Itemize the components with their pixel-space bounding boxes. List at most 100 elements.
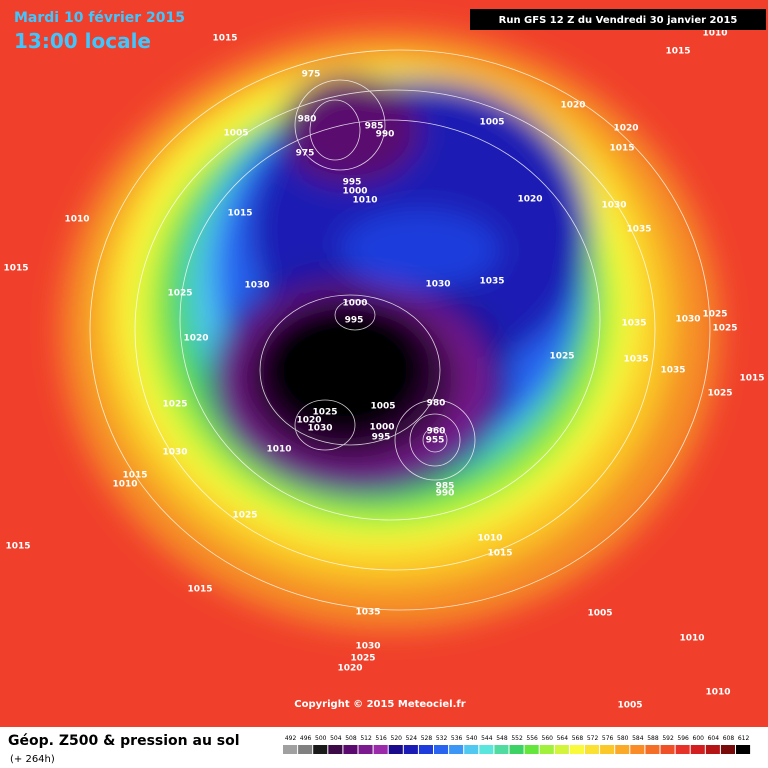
scale-swatch xyxy=(358,745,373,754)
pressure-label: 1030 xyxy=(244,281,269,291)
pressure-label: 1015 xyxy=(227,209,252,219)
pressure-label: 1035 xyxy=(623,355,648,365)
pressure-labels: 1015 101010159759809859901005102010201015… xyxy=(3,29,764,711)
scale-label: 500 xyxy=(315,735,327,742)
scale-label: 608 xyxy=(723,735,735,742)
pressure-label: 1010 xyxy=(352,196,377,206)
scale-label: 572 xyxy=(587,735,599,742)
pressure-label: 975 xyxy=(302,70,321,80)
pressure-label: 1025 xyxy=(549,352,574,362)
pressure-label: 1000 xyxy=(369,423,394,433)
pressure-label: 1005 xyxy=(479,118,504,128)
pressure-label: 1015 xyxy=(739,374,764,384)
scale-swatch xyxy=(736,745,751,754)
scale-label: 544 xyxy=(481,735,493,742)
scale-swatch xyxy=(675,745,690,754)
scale-label: 584 xyxy=(632,735,644,742)
scale-swatch xyxy=(479,745,494,754)
pressure-label: 1020 xyxy=(337,664,362,674)
scale-swatch xyxy=(434,745,449,754)
scale-label: 536 xyxy=(451,735,463,742)
scale-label: 524 xyxy=(406,735,418,742)
scale-swatch xyxy=(705,745,720,754)
scale-label: 540 xyxy=(466,735,478,742)
pressure-label: 1025 xyxy=(167,289,192,299)
pressure-label: 1020 xyxy=(560,101,585,111)
pressure-label: 1030 xyxy=(425,280,450,290)
pressure-label: 1020 xyxy=(183,334,208,344)
scale-swatch xyxy=(313,745,328,754)
pressure-label: 960 xyxy=(427,427,446,437)
scale-label: 496 xyxy=(300,735,312,742)
scale-swatch xyxy=(298,745,313,754)
scale-swatch xyxy=(660,745,675,754)
pressure-label: 1000 xyxy=(342,299,367,309)
pressure-label: 985 xyxy=(365,122,384,132)
pressure-label: 1010 xyxy=(679,634,704,644)
pressure-label: 1015 xyxy=(122,471,147,481)
scale-swatch xyxy=(373,745,388,754)
pressure-label: 1025 xyxy=(702,310,727,320)
pressure-label: 1015 xyxy=(5,542,30,552)
pressure-label: 1015 xyxy=(609,144,634,154)
pressure-label: 1010 xyxy=(64,215,89,225)
pressure-label: 1025 xyxy=(232,511,257,521)
pressure-label: 1035 xyxy=(479,277,504,287)
scale-swatch xyxy=(524,745,539,754)
scale-label: 576 xyxy=(602,735,614,742)
pressure-label: 1010 xyxy=(112,480,137,490)
scale-label: 556 xyxy=(526,735,538,742)
scale-label: 592 xyxy=(662,735,674,742)
pressure-label: 1035 xyxy=(355,608,380,618)
scale-label: 516 xyxy=(375,735,387,742)
pressure-label: 1030 xyxy=(162,448,187,458)
pressure-label: 1015 xyxy=(212,34,237,44)
scale-label: 596 xyxy=(677,735,689,742)
pressure-label: 995 xyxy=(372,433,391,443)
scale-label: 520 xyxy=(391,735,403,742)
scale-swatch xyxy=(645,745,660,754)
pressure-label: 1020 xyxy=(296,416,321,426)
scale-swatch xyxy=(343,745,358,754)
pressure-label: 1015 xyxy=(665,47,690,57)
scale-label: 580 xyxy=(617,735,629,742)
copyright: Copyright © 2015 Meteociel.fr xyxy=(294,699,465,710)
pressure-label: 1005 xyxy=(223,129,248,139)
pressure-label: 1010 xyxy=(702,29,727,39)
scale-swatch xyxy=(449,745,464,754)
scale-swatch xyxy=(464,745,479,754)
pressure-label: 995 xyxy=(345,316,364,326)
scale-swatch xyxy=(539,745,554,754)
pressure-label: 1025 xyxy=(707,389,732,399)
pressure-label: 1010 xyxy=(477,534,502,544)
pressure-label: 1025 xyxy=(162,400,187,410)
footer-lead: (+ 264h) xyxy=(10,754,55,765)
scale-swatch xyxy=(615,745,630,754)
color-scale: 492 496 500 504 508 512 516 520 524 528 532 536 540 5… xyxy=(283,735,751,754)
pressure-label: 955 xyxy=(426,436,445,446)
scale-label: 512 xyxy=(360,735,372,742)
pressure-label: 1030 xyxy=(675,315,700,325)
pressure-label: 980 xyxy=(427,399,446,409)
pressure-label: 1005 xyxy=(370,402,395,412)
scale-label: 504 xyxy=(330,735,342,742)
scale-swatch xyxy=(554,745,569,754)
scale-swatch xyxy=(403,745,418,754)
scale-swatch xyxy=(328,745,343,754)
scale-label: 508 xyxy=(345,735,357,742)
scale-label: 612 xyxy=(738,735,750,742)
pressure-label: 995 xyxy=(343,178,362,188)
pressure-label: 1030 xyxy=(307,424,332,434)
date: Mardi 10 février 2015 xyxy=(14,10,185,26)
pressure-label: 1025 xyxy=(712,324,737,334)
scale-swatch xyxy=(569,745,584,754)
scale-swatch xyxy=(630,745,645,754)
pressure-label: 985 xyxy=(436,482,455,492)
map-field xyxy=(0,0,768,727)
pressure-label: 1015 xyxy=(187,585,212,595)
footer-title: Géop. Z500 & pression au sol xyxy=(8,733,240,749)
scale-swatch xyxy=(690,745,705,754)
pressure-label: 1015 xyxy=(487,549,512,559)
